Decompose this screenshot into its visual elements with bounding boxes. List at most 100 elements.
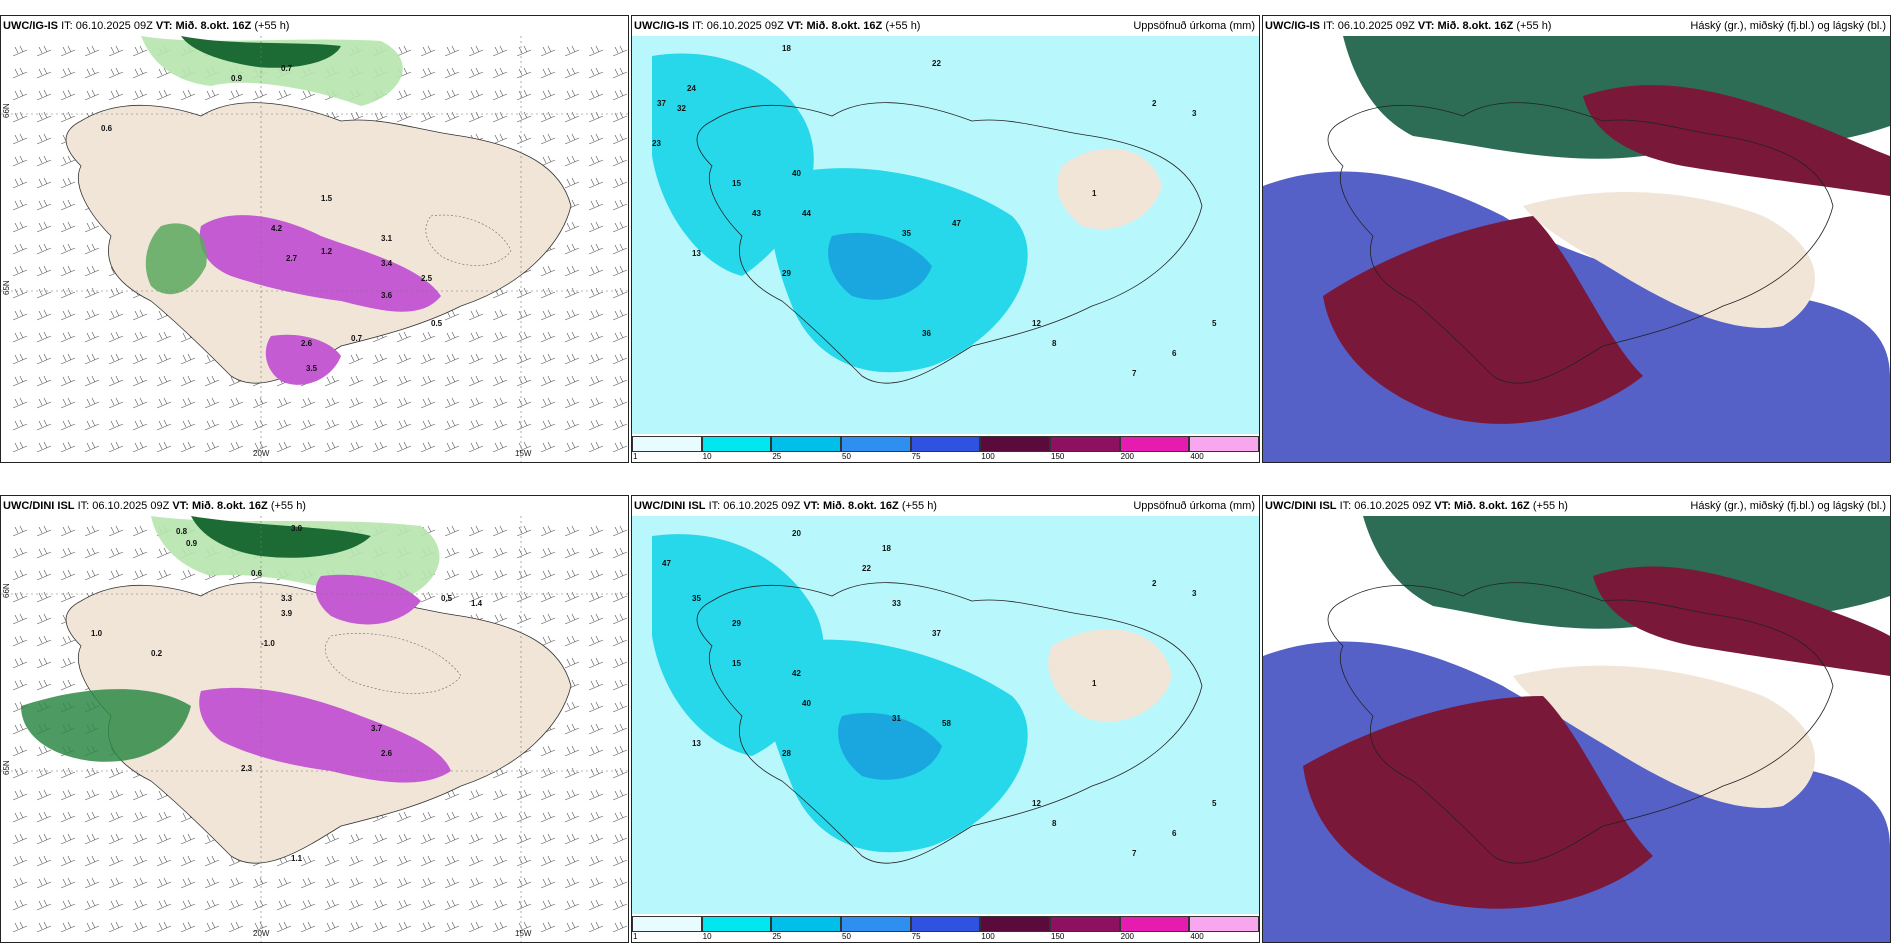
wind-barb (12, 45, 28, 57)
wind-barb (156, 89, 172, 101)
wind-barb (60, 877, 76, 889)
wind-barb (12, 133, 28, 145)
precip-core (838, 712, 942, 780)
wind-barb (132, 525, 148, 537)
wind-barb (492, 899, 508, 911)
svg-text:15: 15 (732, 659, 741, 668)
wind-barb (564, 811, 580, 823)
wind-barb (204, 89, 220, 101)
colorbar-segment (632, 436, 702, 452)
wind-barb (468, 375, 484, 387)
wind-barb (324, 441, 340, 453)
svg-text:0.7: 0.7 (351, 334, 363, 343)
wind-barb (468, 899, 484, 911)
svg-text:47: 47 (952, 219, 961, 228)
land-cloud-free (1523, 192, 1816, 328)
wind-barb (444, 877, 460, 889)
wind-barb (60, 789, 76, 801)
wind-barb (276, 397, 292, 409)
wind-barb (108, 569, 124, 581)
wind-barb (564, 243, 580, 255)
wind-barb (108, 547, 124, 559)
wind-barb (84, 419, 100, 431)
wind-barb (492, 375, 508, 387)
wind-barb (12, 723, 28, 735)
hatched-area (324, 633, 462, 694)
wind-barb (492, 811, 508, 823)
svg-text:3.6: 3.6 (381, 291, 393, 300)
wind-barb (444, 67, 460, 79)
wind-barb (444, 811, 460, 823)
wind-barb (396, 353, 412, 365)
wind-barb (468, 877, 484, 889)
wind-barb (84, 569, 100, 581)
svg-text:23: 23 (652, 139, 661, 148)
wind-map[interactable]: 20W 15W 66N 65N 0.7 0.9 0.6 1.5 2.7 3.1 … (1, 36, 628, 462)
wind-barb (36, 309, 52, 321)
wind-barb (564, 767, 580, 779)
wind-barb (204, 419, 220, 431)
wind-barb (108, 921, 124, 933)
svg-text:2: 2 (1152, 99, 1157, 108)
wind-barb (468, 921, 484, 933)
wind-barb (588, 569, 604, 581)
wind-barb (180, 877, 196, 889)
wind-barb (612, 723, 628, 735)
wind-barb (516, 67, 532, 79)
wind-map[interactable]: 20W 15W 66N 65N 3.0 0.8 0.9 0.6 1.0 3.3 … (1, 516, 628, 942)
wind-barb (204, 855, 220, 867)
wind-barb (300, 899, 316, 911)
wind-barb (468, 569, 484, 581)
wind-barb (396, 419, 412, 431)
wind-barb (396, 331, 412, 343)
wind-barb (564, 265, 580, 277)
svg-text:-1.0: -1.0 (261, 639, 275, 648)
wind-barb (60, 833, 76, 845)
purple-precip-north (315, 574, 421, 625)
wind-barb (276, 921, 292, 933)
valid-time: Mið. 8.okt. 16Z (175, 20, 252, 32)
wind-barb (132, 855, 148, 867)
colorbar-segment (910, 436, 981, 452)
svg-text:3.9: 3.9 (281, 609, 293, 618)
wind-barb (12, 569, 28, 581)
wind-barb (60, 635, 76, 647)
svg-text:1: 1 (1092, 679, 1097, 688)
wind-barb (540, 309, 556, 321)
svg-text:0.9: 0.9 (186, 539, 198, 548)
svg-text:2.6: 2.6 (301, 339, 313, 348)
wind-barb (492, 419, 508, 431)
wind-barb (132, 921, 148, 933)
wind-barb (180, 899, 196, 911)
wind-barb (588, 331, 604, 343)
green-precip-west (145, 223, 207, 295)
wind-barb (204, 899, 220, 911)
wind-barb (372, 899, 388, 911)
wind-barb (348, 375, 364, 387)
wind-barb (324, 921, 340, 933)
wind-barb (60, 265, 76, 277)
wind-barb (204, 397, 220, 409)
colorbar-tick-label: 400 (1190, 452, 1204, 461)
wind-barb (540, 441, 556, 453)
cloud-map[interactable] (1263, 516, 1890, 942)
precip-map[interactable]: 18 24 37 32 23 40 44 43 47 35 36 13 12 8… (632, 36, 1259, 462)
wind-barb (444, 921, 460, 933)
panel-header: UWC/DINI ISL IT: 06.10.2025 09Z VT: Mið.… (1, 496, 628, 516)
precip-value-labels: 20 18 47 35 29 42 40 31 58 33 37 13 12 8… (662, 529, 1217, 858)
svg-text:1.0: 1.0 (91, 629, 103, 638)
svg-text:31: 31 (892, 714, 901, 723)
wind-barb (156, 921, 172, 933)
wind-barb (372, 353, 388, 365)
cloud-map[interactable] (1263, 36, 1890, 462)
wind-barb (396, 877, 412, 889)
wind-barb (132, 67, 148, 79)
wind-barb (612, 155, 628, 167)
wind-barb (588, 921, 604, 933)
colorbar-segment (1119, 916, 1190, 932)
wind-barb (12, 353, 28, 365)
precip-map[interactable]: 20 18 47 35 29 42 40 31 58 33 37 13 12 8… (632, 516, 1259, 942)
colorbar-segment (632, 916, 702, 932)
svg-text:0.2: 0.2 (151, 649, 163, 658)
wind-barb (132, 419, 148, 431)
